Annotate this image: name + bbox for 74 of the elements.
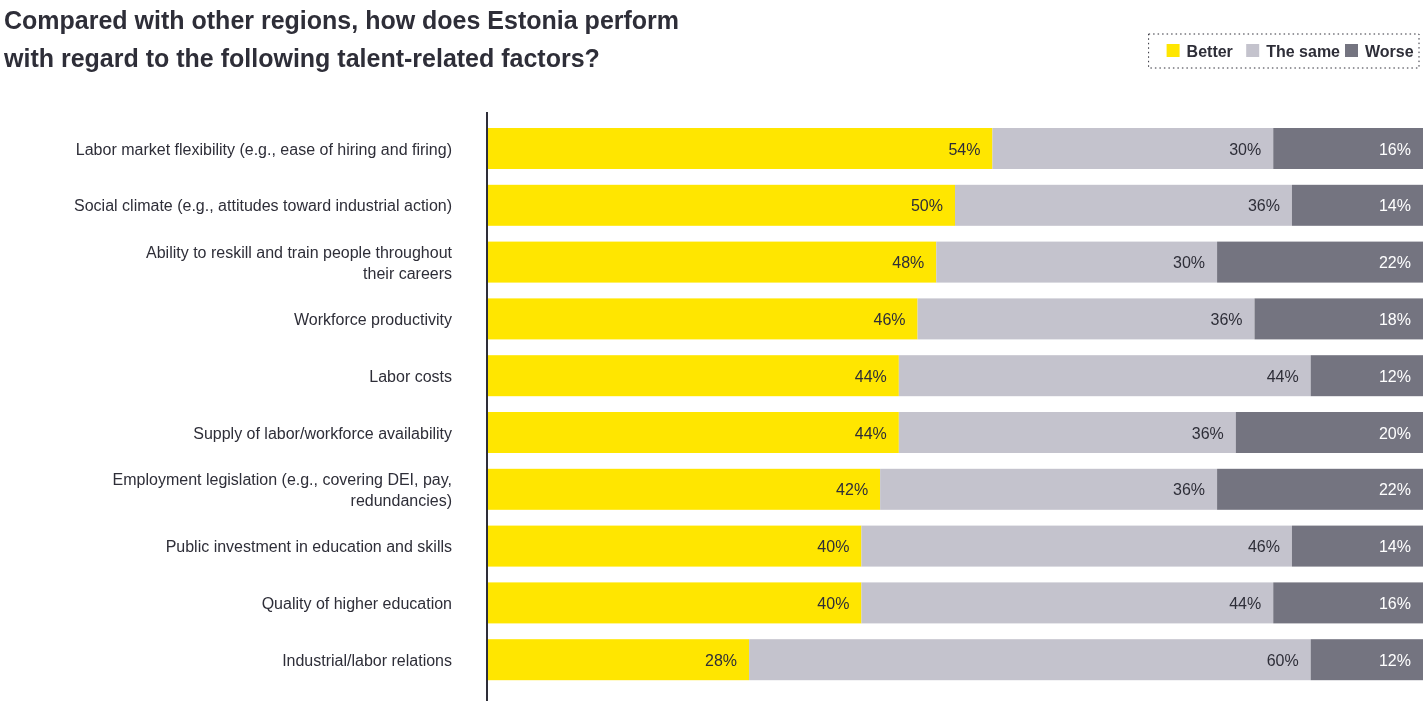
chart-title: Compared with other regions, how does Estonia perform with regard to the following talent-related factors?: [3, 6, 680, 72]
legend-label: Better: [1186, 43, 1233, 60]
bar: [487, 298, 918, 340]
y-tick-label: Ability to reskill and train people throughout their careers: [146, 243, 453, 282]
bar: [861, 525, 1292, 567]
bar: [1254, 298, 1423, 340]
y-tick-label: Employment legislation (e.g., covering DEI, pay, redundancies): [112, 470, 452, 509]
data-label: 44%: [1266, 367, 1299, 385]
y-tick-label: Industrial/labor relations: [282, 651, 452, 669]
bar: [487, 184, 955, 226]
bar: [1310, 355, 1423, 397]
data-label: 22%: [1378, 481, 1411, 499]
bar: [487, 241, 937, 283]
data-label: 36%: [1210, 310, 1243, 328]
data-label: 60%: [1266, 651, 1299, 669]
data-label: 36%: [1173, 481, 1206, 499]
bar: [917, 298, 1255, 340]
y-tick-label: Public investment in education and skills: [165, 538, 452, 556]
data-label: 40%: [817, 594, 850, 612]
data-label: 16%: [1378, 140, 1411, 158]
data-label: 40%: [817, 538, 850, 556]
bar: [898, 355, 1311, 397]
y-tick-label: Workforce productivity: [294, 310, 452, 328]
bar: [1273, 582, 1423, 624]
data-label: 20%: [1378, 424, 1411, 442]
bar: [1217, 241, 1423, 283]
y-tick-label: Social climate (e.g., attitudes toward industrial action): [74, 197, 452, 215]
data-label: 14%: [1378, 197, 1411, 215]
data-label: 54%: [948, 140, 981, 158]
bar: [1235, 412, 1423, 453]
data-label: 22%: [1378, 254, 1411, 272]
bar: [487, 468, 881, 510]
bar: [487, 639, 750, 681]
bar: [1291, 525, 1423, 567]
data-label: 12%: [1378, 367, 1411, 385]
y-tick-label: Labor costs: [369, 367, 452, 385]
bar: [861, 582, 1274, 624]
data-label: 28%: [705, 651, 738, 669]
bar: [487, 128, 993, 169]
data-label: 18%: [1378, 310, 1411, 328]
legend-label: Worse: [1365, 43, 1414, 60]
data-label: 30%: [1173, 254, 1206, 272]
bar: [487, 355, 899, 397]
data-label: 46%: [1247, 538, 1280, 556]
y-tick-label: Supply of labor/workforce availability: [193, 424, 452, 442]
bar: [487, 412, 899, 453]
y-tick-label: Quality of higher education: [261, 594, 452, 612]
data-label: 12%: [1378, 651, 1411, 669]
bar: [1217, 468, 1423, 510]
data-label: 46%: [873, 310, 906, 328]
bar: [487, 525, 862, 567]
data-label: 48%: [892, 254, 925, 272]
bar: [955, 184, 1292, 226]
data-label: 36%: [1247, 197, 1280, 215]
bar: [992, 128, 1274, 169]
data-label: 16%: [1378, 594, 1411, 612]
bar: [749, 639, 1311, 681]
data-label: 36%: [1191, 424, 1224, 442]
data-label: 50%: [910, 197, 943, 215]
bar: [880, 468, 1218, 510]
bar: [898, 412, 1236, 453]
data-label: 44%: [1229, 594, 1262, 612]
bar: [487, 582, 862, 624]
data-label: 14%: [1378, 538, 1411, 556]
legend-label: The same: [1266, 43, 1341, 60]
y-tick-label: Labor market flexibility (e.g., ease of hiring and firing): [75, 140, 452, 158]
bar: [1273, 128, 1423, 169]
bar: [1310, 639, 1423, 681]
data-label: 30%: [1229, 140, 1262, 158]
data-label: 42%: [836, 481, 869, 499]
bar: [936, 241, 1218, 283]
data-label: 44%: [854, 367, 887, 385]
data-label: 44%: [854, 424, 887, 442]
bar: [1291, 184, 1423, 226]
